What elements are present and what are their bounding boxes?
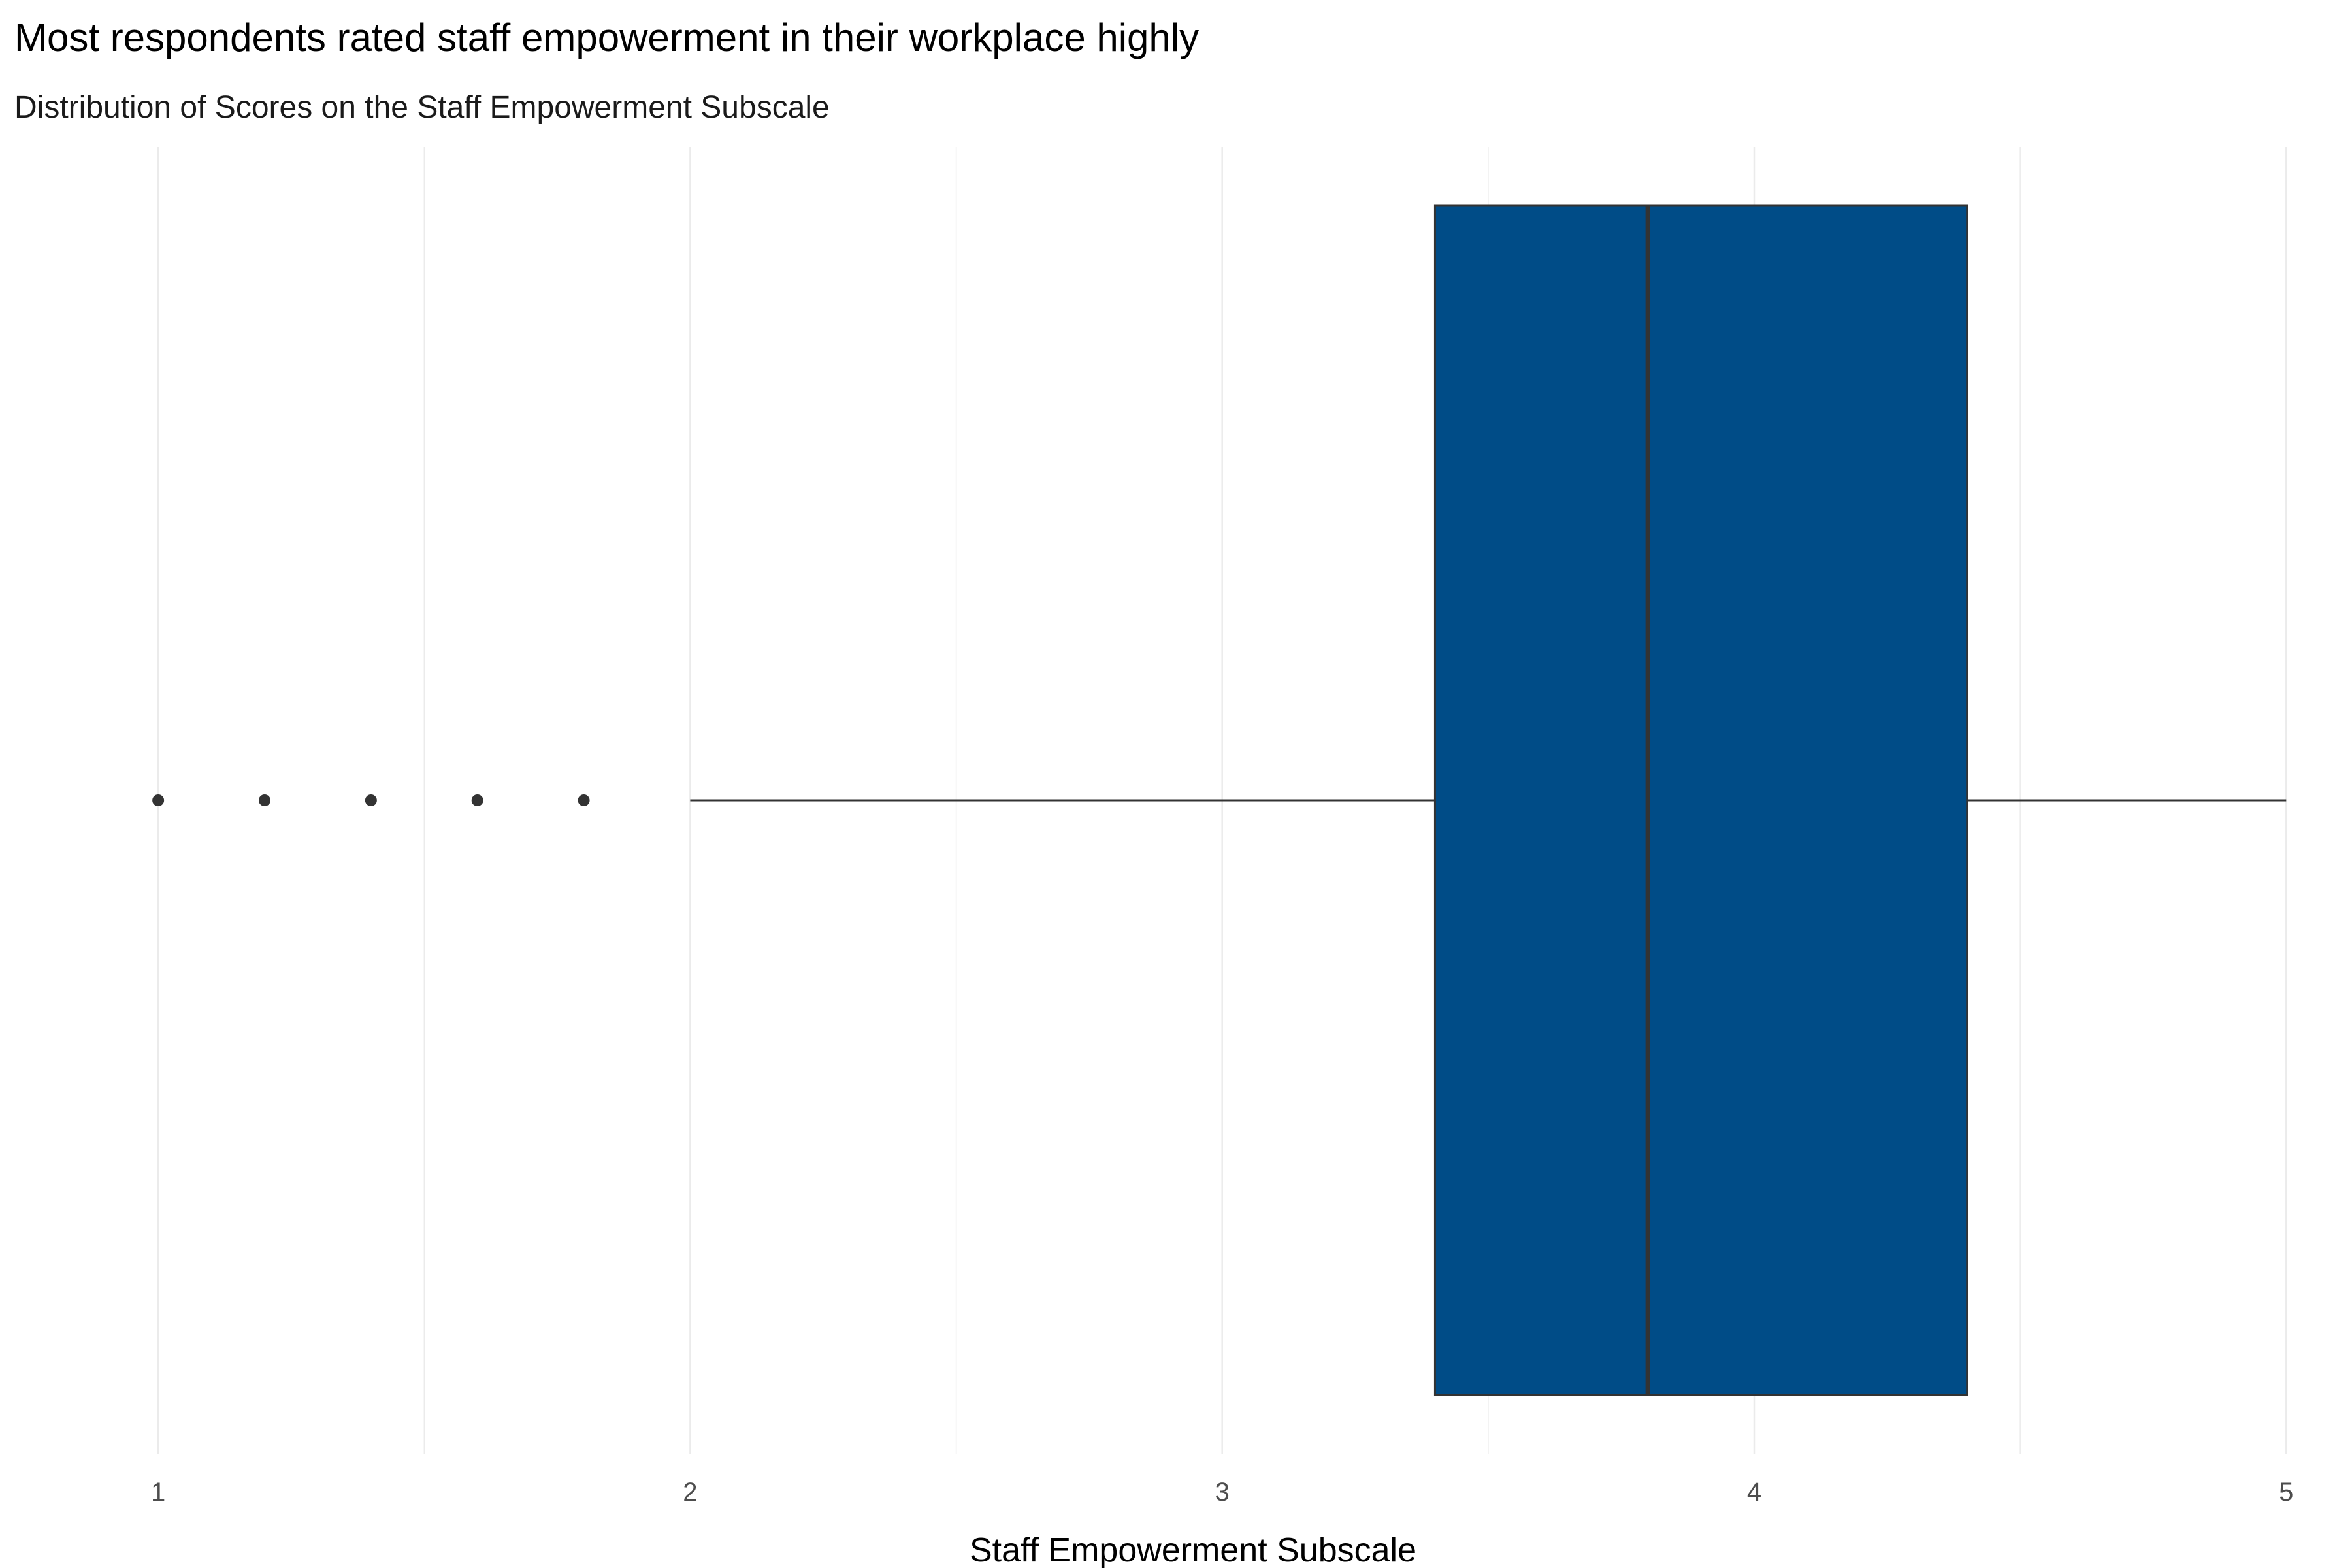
x-tick-label: 5 bbox=[2279, 1478, 2293, 1507]
outlier-point bbox=[152, 794, 165, 806]
iqr-box bbox=[1433, 204, 1968, 1396]
x-tick-label: 2 bbox=[683, 1478, 697, 1507]
plot-area bbox=[152, 204, 2287, 1396]
x-axis-ticks: 1 2 3 4 5 bbox=[151, 1478, 2293, 1507]
chart-subtitle: Distribution of Scores on the Staff Empo… bbox=[14, 90, 830, 125]
x-tick-label: 3 bbox=[1215, 1478, 1230, 1507]
x-axis-title: Staff Empowerment Subscale bbox=[970, 1531, 1416, 1568]
x-tick-label: 1 bbox=[151, 1478, 165, 1507]
chart-title: Most respondents rated staff empowerment… bbox=[14, 16, 1199, 59]
outlier-point bbox=[259, 794, 270, 806]
x-tick-label: 4 bbox=[1747, 1478, 1761, 1507]
outlier-point bbox=[471, 794, 483, 806]
outlier-point bbox=[365, 794, 377, 806]
outlier-point bbox=[578, 794, 590, 806]
